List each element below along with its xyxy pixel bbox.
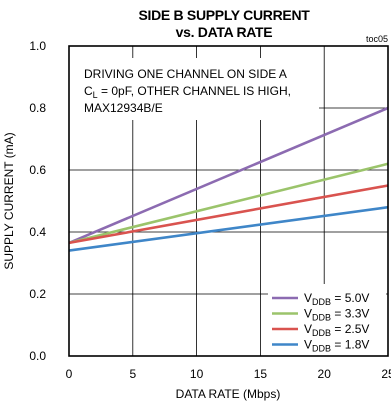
annotation-box: DRIVING ONE CHANNEL ON SIDE A CL = 0pF, …	[69, 58, 319, 120]
x-tick-label: 0	[66, 367, 73, 381]
plot-frame	[68, 45, 389, 357]
legend-label-3: VDDB = 1.8V	[304, 338, 369, 354]
y-tick-labels: 0.0 0.2 0.4 0.6 0.8 1.0	[29, 39, 46, 363]
legend-label-0: VDDB = 5.0V	[304, 291, 369, 307]
legend-label-2: VDDB = 2.5V	[304, 322, 369, 338]
annotation-line-2: CL = 0pF, OTHER CHANNEL IS HIGH,	[84, 84, 291, 100]
y-axis-label: SUPPLY CURRENT (mA)	[2, 132, 16, 269]
figure-code: toc05	[366, 34, 388, 44]
y-tick-label: 0.0	[29, 349, 46, 363]
legend-label-1: VDDB = 3.3V	[304, 307, 369, 323]
y-tick-label: 1.0	[29, 39, 46, 53]
y-tick-label: 0.2	[29, 287, 46, 301]
y-tick-label: 0.6	[29, 163, 46, 177]
y-tick-label: 0.8	[29, 101, 46, 115]
annotation-line-1: DRIVING ONE CHANNEL ON SIDE A	[84, 67, 287, 81]
x-tick-labels: 0 5 10 15 20 25	[66, 367, 391, 381]
annotation-c-symbol: C	[84, 84, 93, 98]
annotation-c-suffix: = 0pF, OTHER CHANNEL IS HIGH,	[98, 84, 291, 98]
series-line-0	[68, 106, 389, 245]
chart-title-line-2: vs. DATA RATE	[175, 24, 273, 40]
annotation-line-3: MAX12934B/E	[84, 101, 163, 115]
series-line-2	[68, 184, 389, 245]
series-line-1	[68, 162, 389, 245]
series-line-3	[68, 205, 389, 252]
x-axis-label: DATA RATE (Mbps)	[176, 387, 281, 401]
y-tick-label: 0.4	[29, 225, 46, 239]
x-tick-label: 20	[318, 367, 332, 381]
series-lines	[68, 106, 389, 252]
x-tick-label: 5	[129, 367, 136, 381]
annotation-c-subscript: L	[93, 90, 98, 100]
x-tick-label: 15	[254, 367, 268, 381]
x-tick-label: 10	[190, 367, 204, 381]
chart-title-line-1: SIDE B SUPPLY CURRENT	[138, 7, 310, 23]
x-tick-label: 25	[381, 367, 391, 381]
